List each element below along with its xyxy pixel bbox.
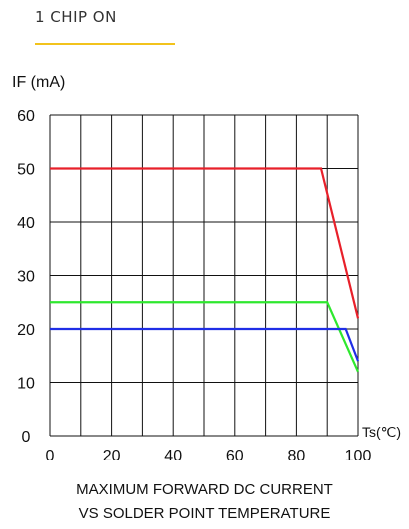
y-tick-label: 60 — [17, 108, 35, 125]
series-line-1 — [50, 167, 360, 319]
x-tick-label: 80 — [288, 448, 306, 460]
y-tick-label: 50 — [17, 162, 35, 179]
x-axis-label: Ts(℃) — [362, 424, 401, 440]
page-title: 1 CHIP ON — [35, 8, 117, 26]
y-tick-label: 10 — [17, 376, 35, 393]
x-tick-label: 60 — [226, 448, 244, 460]
y-tick-label: 20 — [17, 322, 35, 339]
x-tick-label: 40 — [164, 448, 182, 460]
series-line-3 — [50, 327, 360, 362]
y-axis-label: IF (mA) — [12, 74, 65, 91]
chart-series — [50, 167, 360, 373]
y-tick-label: 40 — [17, 215, 35, 232]
derating-chart: IF (mA) 0 10 20 30 40 50 60 0 20 40 60 80 100 Ts(℃) — [12, 74, 401, 460]
y-tick-label: 30 — [17, 269, 35, 286]
x-tick-label: 20 — [103, 448, 121, 460]
y-tick-label: 0 — [22, 429, 31, 446]
chart-caption-line-1: MAXIMUM FORWARD DC CURRENT — [76, 481, 333, 498]
x-tick-labels: 0 20 40 60 80 100 — [46, 448, 372, 460]
x-tick-label: 0 — [46, 448, 55, 460]
x-tick-label: 100 — [345, 448, 372, 460]
chart-grid — [49, 114, 359, 437]
chart-caption-line-2: VS SOLDER POINT TEMPERATURE — [78, 505, 331, 522]
title-underline — [35, 43, 175, 45]
y-tick-labels: 0 10 20 30 40 50 60 — [17, 108, 35, 446]
series-line-2 — [50, 301, 360, 373]
